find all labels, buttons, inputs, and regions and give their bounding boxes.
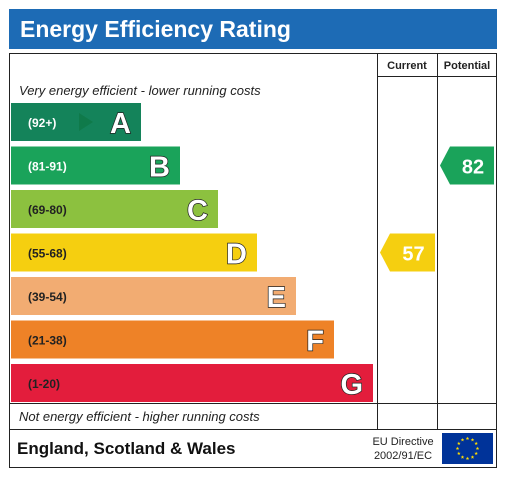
band-g: (1-20) G [11,364,373,402]
eu-star-icon [475,446,480,451]
band-e-range: (39-54) [28,290,67,304]
band-g-bar [11,364,373,402]
current-score-arrow [380,233,435,272]
band-d-letter: D [226,239,247,271]
directive-line-1: EU Directive [372,436,433,448]
band-c: (69-80) C [11,190,218,228]
eu-star-icon [455,446,460,451]
band-g-range: (1-20) [28,377,60,391]
band-d-range: (55-68) [28,247,67,261]
page-title: Energy Efficiency Rating [20,16,291,42]
band-g-letter: G [340,369,363,401]
band-f: (21-38) F [11,320,334,359]
eu-star-icon [465,456,470,461]
band-a-bar [11,103,141,141]
eu-star-icon [470,437,475,442]
band-a: (92+) A [11,103,141,141]
band-f-letter: F [306,326,324,358]
current-column-header: Current [387,60,427,72]
potential-score-value: 82 [462,157,484,179]
top-caption: Very energy efficient - lower running co… [19,83,261,98]
eu-star-icon [465,436,470,441]
band-e: (39-54) E [11,277,296,315]
band-f-bar [11,320,334,359]
eu-flag-icon [442,433,493,464]
bottom-caption: Not energy efficient - higher running co… [19,409,260,424]
eu-star-icon [457,441,461,446]
eu-star-icon [460,437,465,442]
band-b-bar [11,146,180,185]
band-a-letter: A [110,108,131,140]
potential-column-header: Potential [444,60,490,72]
eu-star-icon [460,455,465,459]
band-c-bar [11,190,218,228]
eu-star-icon [457,451,461,456]
footer-frame [9,429,497,468]
band-c-range: (69-80) [28,203,67,217]
potential-score-arrow [440,146,494,185]
band-e-bar [11,277,296,315]
band-a-arrow-icon [79,113,93,131]
directive-line-2: 2002/91/EC [374,450,432,462]
eu-star-icon [474,451,478,456]
current-score-value: 57 [402,244,424,266]
band-a-range: (92+) [28,116,56,130]
band-d-bar [11,233,257,272]
eu-star-icon [474,441,478,446]
band-b-letter: B [149,152,170,184]
band-b: (81-91) B [11,146,180,185]
band-f-range: (21-38) [28,334,67,348]
band-e-letter: E [267,282,286,314]
eu-star-icon [470,455,475,459]
header-banner: Energy Efficiency Rating [9,9,497,49]
band-d: (55-68) D [11,233,257,272]
band-c-letter: C [187,195,208,227]
rating-scores: 57 82 [380,146,494,272]
footer-region-label: England, Scotland & Wales [17,439,236,458]
rating-bands: (92+) A (81-91) B (69-80) C (55-68) D (39-54) E (2… [11,103,373,402]
band-b-range: (81-91) [28,160,67,174]
